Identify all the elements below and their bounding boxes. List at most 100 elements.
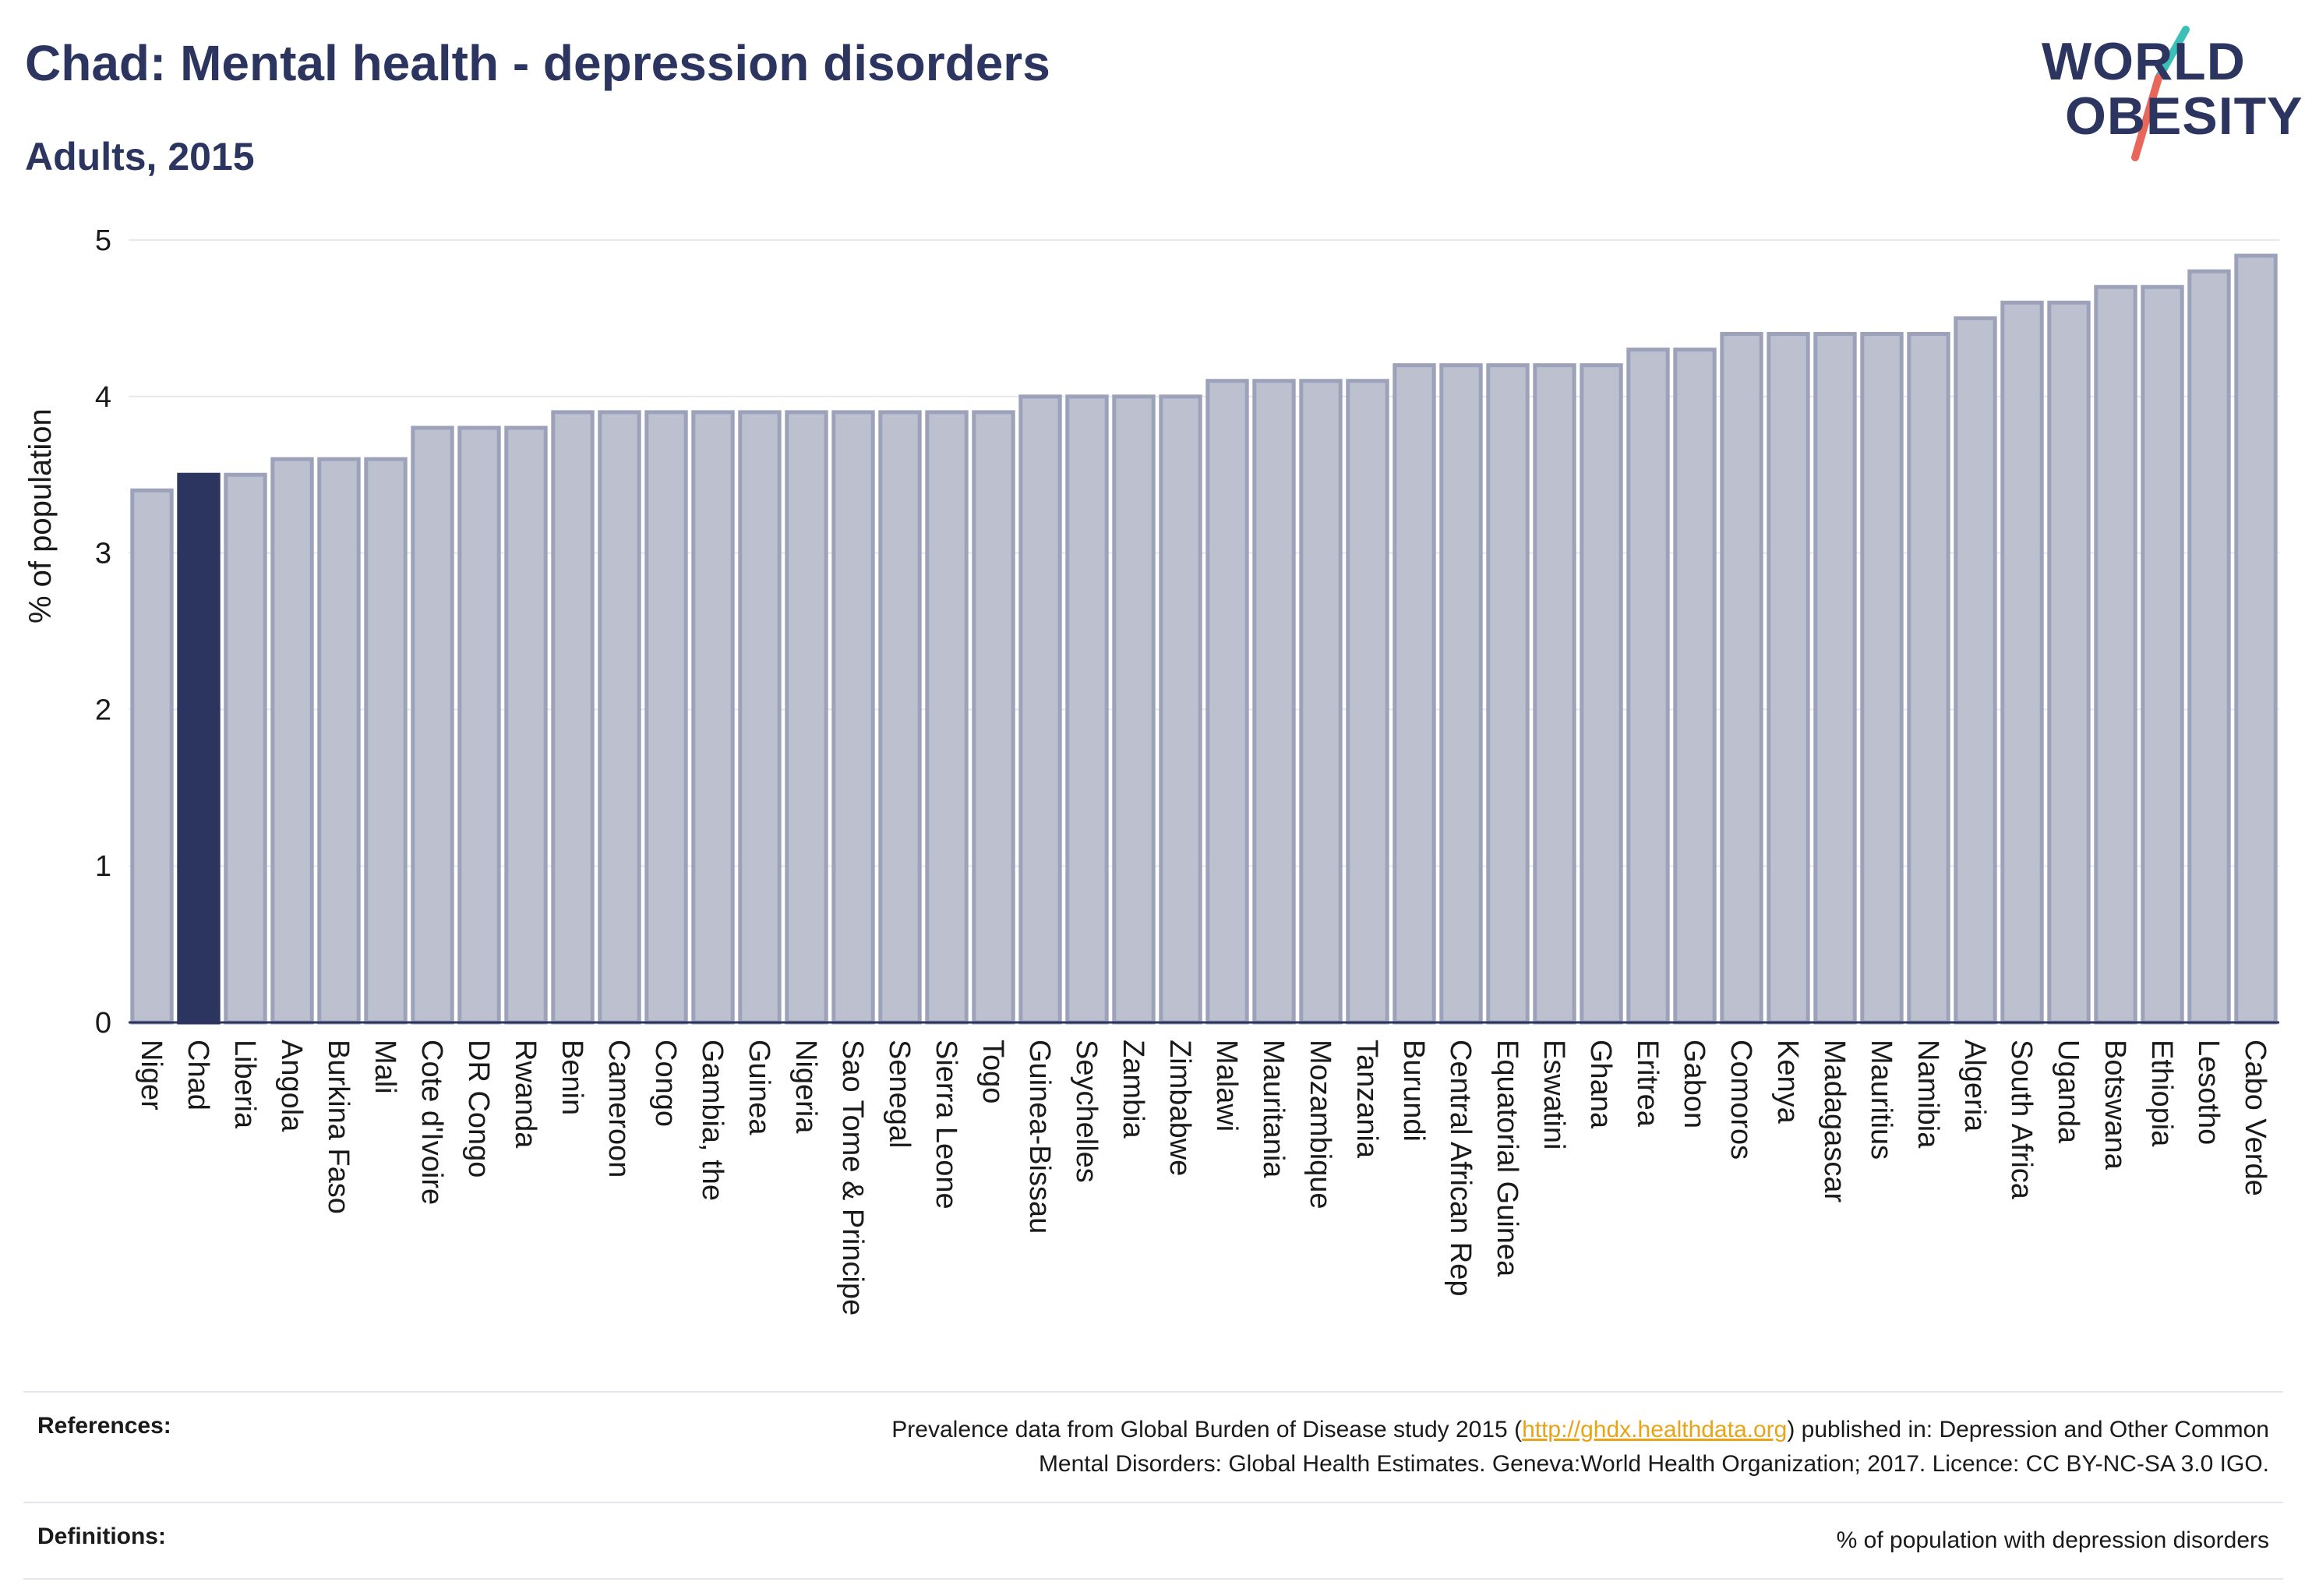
bar [691,410,735,1025]
logo-slash-icon [2131,26,2190,161]
x-tick-label: Mauritius [1865,1040,1897,1160]
x-tick-label: Cameroon [602,1040,635,1178]
y-tick-label: 1 [95,850,111,883]
bar-chart: 0 1 2 3 4 5 Niger Chad Liberia Angola Burkina Faso… [95,224,2279,1315]
bar [2000,300,2044,1025]
logo-text-world: WORLD [2042,32,2246,91]
references-text: Prevalence data from Global Burden of Di… [477,1413,2269,1481]
bar [1533,363,1576,1025]
references-row: References: Prevalence data from Global … [23,1393,2283,1502]
x-tick-label: Madagascar [1818,1040,1851,1202]
x-tick-label: Central African Rep [1444,1040,1477,1297]
bar [1065,394,1109,1025]
bar [1112,394,1156,1025]
bar [1346,379,1389,1025]
x-tick-label: Zambia [1117,1040,1149,1139]
y-tick-label: 0 [95,1007,111,1040]
x-tick-label: Tanzania [1350,1040,1383,1159]
bar [317,457,361,1025]
bar [224,472,267,1025]
divider [23,1391,2283,1393]
bar [130,488,174,1025]
ghdx-link[interactable]: http://ghdx.healthdata.org [1522,1417,1788,1442]
divider [23,1578,2283,1580]
y-tick-label: 3 [95,538,111,570]
x-tick-label: Eritrea [1631,1040,1664,1128]
x-tick-label: Seychelles [1070,1040,1103,1183]
bar [1673,348,1717,1025]
bar [1205,379,1249,1025]
x-tick-label: Congo [649,1040,682,1127]
bar [1393,363,1436,1025]
x-tick-label: Eswatini [1537,1040,1570,1150]
bar [738,410,782,1025]
x-tick-label: South Africa [2005,1040,2038,1200]
bar [457,425,501,1025]
x-tick-label: Comoros [1724,1040,1757,1160]
x-tick-label: Gambia, the [696,1040,729,1201]
bar [1813,331,1857,1025]
divider [23,1502,2283,1503]
definitions-label: Definitions: [37,1524,166,1549]
x-tick-label: Ghana [1584,1040,1617,1129]
x-tick-label: Ethiopia [2145,1040,2178,1147]
x-tick-label: DR Congo [462,1040,495,1178]
bar [177,472,221,1025]
bar [2094,284,2137,1025]
x-tick-label: Chad [182,1040,214,1110]
x-tick-label: Burundi [1397,1040,1430,1142]
bar [270,457,314,1025]
references-text-line2: Mental Disorders: Global Health Estimate… [1038,1451,2269,1477]
x-tick-label: Cote d'Ivoire [415,1040,448,1205]
bar [785,410,828,1025]
x-tick-label: Zimbabwe [1163,1040,1196,1176]
x-tick-label: Mali [369,1040,401,1094]
bar [1439,363,1483,1025]
x-tick-label: Malawi [1210,1040,1243,1132]
x-tick-label: Liberia [228,1040,261,1129]
references-label: References: [37,1413,171,1439]
x-tick-label: Sao Tome & Principe [836,1040,869,1315]
x-tick-label: Lesotho [2192,1040,2225,1145]
bar [411,425,454,1025]
bar [2047,300,2091,1025]
bar [2234,253,2278,1025]
x-tick-label: Guinea-Bissau [1023,1040,1056,1234]
bar [1860,331,1904,1025]
x-tick-label: Equatorial Guinea [1491,1040,1523,1277]
bar [1580,363,1623,1025]
x-tick-label: Mauritania [1257,1040,1290,1178]
x-tick-label: Cabo Verde [2239,1040,2271,1196]
x-tick-label: Guinea [743,1040,775,1135]
x-tick-label: Benin [556,1040,588,1115]
bar [1252,379,1296,1025]
y-tick-label: 4 [95,381,111,414]
x-tick-label: Kenya [1771,1040,1804,1125]
bar [364,457,408,1025]
bar [925,410,969,1025]
x-tick-label: Niger [135,1040,168,1110]
bar [644,410,688,1025]
x-tick-label: Botswana [2099,1040,2131,1171]
bar [1299,379,1343,1025]
x-tick-label: Senegal [883,1040,916,1148]
x-tick-label: Togo [976,1040,1009,1103]
definitions-row: Definitions: % of population with depres… [23,1503,2283,1578]
references-text-after: ) published in: Depression and Other Com… [1787,1417,2269,1442]
bar [1159,394,1202,1025]
bar [2141,284,2184,1025]
x-tick-label: Rwanda [509,1040,542,1149]
bar [831,410,875,1025]
x-tick-label: Uganda [2052,1040,2084,1144]
y-tick-label: 5 [95,224,111,257]
bar [1907,331,1950,1025]
x-tick-label: Nigeria [789,1040,822,1134]
bar [1018,394,1062,1025]
bar [1954,316,1997,1025]
bar [2187,269,2231,1025]
bar [504,425,548,1025]
x-tick-label: Sierra Leone [930,1040,962,1209]
chart-title: Chad: Mental health - depression disorde… [25,35,1050,91]
x-tick-label: Mozambique [1304,1040,1336,1209]
bar [1486,363,1530,1025]
